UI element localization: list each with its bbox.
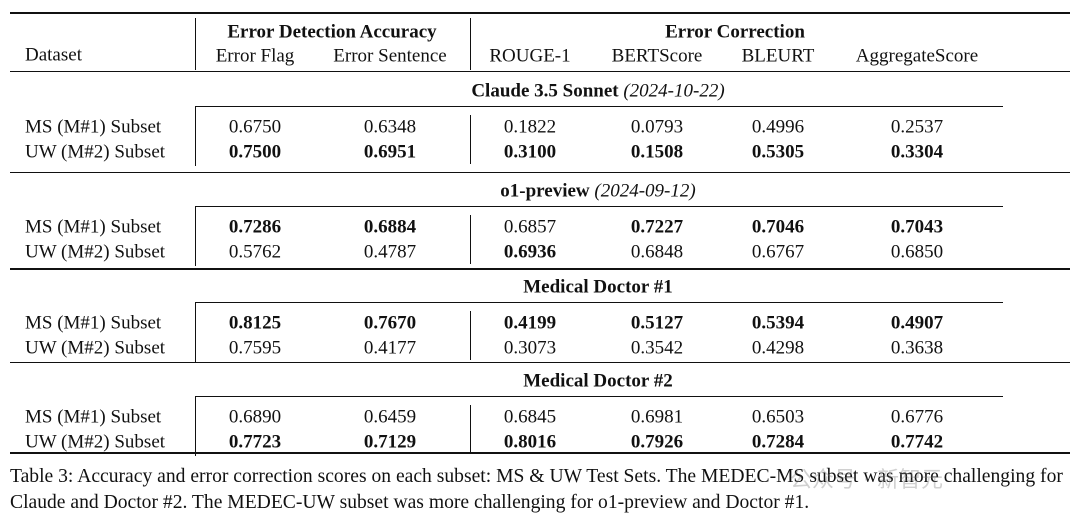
cell: 0.7043 xyxy=(890,216,944,238)
cell: 0.6850 xyxy=(890,241,944,263)
rule xyxy=(195,302,1003,303)
column-divider xyxy=(470,215,471,264)
row-label: UW (M#2) Subset xyxy=(25,431,166,453)
cell: 0.7227 xyxy=(630,216,684,238)
cell: 0.7595 xyxy=(228,337,282,359)
header-group: Error Correction xyxy=(665,21,805,43)
section-title: o1-preview (2024-09-12) xyxy=(500,182,695,201)
watermark: 公众号 · 新智元 xyxy=(790,468,943,493)
header-cell: ROUGE-1 xyxy=(489,45,571,67)
header-cell: Dataset xyxy=(25,44,82,66)
cell: 0.1822 xyxy=(503,116,557,138)
cell: 0.6503 xyxy=(751,406,805,428)
column-divider xyxy=(195,396,196,456)
cell: 0.3638 xyxy=(890,337,944,359)
cell: 0.6776 xyxy=(890,406,944,428)
row-label: UW (M#2) Subset xyxy=(25,337,166,359)
cell: 0.6951 xyxy=(363,141,417,163)
cell: 0.7129 xyxy=(363,431,417,453)
row-label: UW (M#2) Subset xyxy=(25,241,166,263)
cell: 0.8016 xyxy=(503,431,557,453)
column-divider xyxy=(470,115,471,164)
cell: 0.4996 xyxy=(751,116,805,138)
cell: 0.6767 xyxy=(751,241,805,263)
model-name: o1-preview xyxy=(500,180,590,202)
cell: 0.6845 xyxy=(503,406,557,428)
cell: 0.7286 xyxy=(228,216,282,238)
cell: 0.0793 xyxy=(630,116,684,138)
cell: 0.5762 xyxy=(228,241,282,263)
cell: 0.7742 xyxy=(890,431,944,453)
cell: 0.4907 xyxy=(890,312,944,334)
row-label: UW (M#2) Subset xyxy=(25,141,166,163)
cell: 0.3073 xyxy=(503,337,557,359)
cell: 0.6981 xyxy=(630,406,684,428)
row-label: MS (M#1) Subset xyxy=(25,116,162,138)
cell: 0.6890 xyxy=(228,406,282,428)
cell: 0.4298 xyxy=(751,337,805,359)
column-divider xyxy=(195,18,196,70)
cell: 0.2537 xyxy=(890,116,944,138)
row-label: MS (M#1) Subset xyxy=(25,312,162,334)
rule xyxy=(10,268,1070,270)
header-cell: Error Sentence xyxy=(333,45,447,67)
rule xyxy=(10,71,1070,72)
column-divider xyxy=(195,106,196,166)
cell: 0.7926 xyxy=(630,431,684,453)
cell: 0.7046 xyxy=(751,216,805,238)
cell: 0.3304 xyxy=(890,141,944,163)
rule xyxy=(10,362,1070,363)
column-divider xyxy=(195,206,196,266)
cell: 0.8125 xyxy=(228,312,282,334)
cell: 0.4199 xyxy=(503,312,557,334)
column-divider xyxy=(470,311,471,360)
model-name: Claude 3.5 Sonnet xyxy=(471,80,619,102)
row-label: MS (M#1) Subset xyxy=(25,216,162,238)
model-name: Medical Doctor #1 xyxy=(523,276,673,298)
section-title: Claude 3.5 Sonnet (2024-10-22) xyxy=(471,82,724,101)
cell: 0.7500 xyxy=(228,141,282,163)
model-date: (2024-09-12) xyxy=(594,180,696,202)
cell: 0.7284 xyxy=(751,431,805,453)
header-group: Error Detection Accuracy xyxy=(227,21,437,43)
cell: 0.6848 xyxy=(630,241,684,263)
cell: 0.5305 xyxy=(751,141,805,163)
rule xyxy=(195,206,1003,207)
column-divider xyxy=(470,405,471,454)
cell: 0.6348 xyxy=(363,116,417,138)
rule xyxy=(10,452,1070,454)
column-divider xyxy=(195,302,196,362)
section-title: Medical Doctor #1 xyxy=(523,278,673,297)
cell: 0.5394 xyxy=(751,312,805,334)
cell: 0.5127 xyxy=(630,312,684,334)
cell: 0.6884 xyxy=(363,216,417,238)
cell: 0.3542 xyxy=(630,337,684,359)
cell: 0.6459 xyxy=(363,406,417,428)
model-date: (2024-10-22) xyxy=(623,80,725,102)
cell: 0.6936 xyxy=(503,241,557,263)
header-cell: Error Flag xyxy=(215,45,295,67)
model-name: Medical Doctor #2 xyxy=(523,370,673,392)
header-cell: BLEURT xyxy=(741,45,815,67)
header-cell: BERTScore xyxy=(611,45,703,67)
row-label: MS (M#1) Subset xyxy=(25,406,162,428)
column-divider xyxy=(470,18,471,70)
cell: 0.7723 xyxy=(228,431,282,453)
rule xyxy=(10,12,1070,14)
cell: 0.3100 xyxy=(503,141,557,163)
cell: 0.1508 xyxy=(630,141,684,163)
cell: 0.7670 xyxy=(363,312,417,334)
section-title: Medical Doctor #2 xyxy=(523,372,673,391)
caption: Table 3: Accuracy and error correction s… xyxy=(10,466,1063,513)
cell: 0.4787 xyxy=(363,241,417,263)
header-cell: AggregateScore xyxy=(855,45,979,67)
rule xyxy=(195,106,1003,107)
cell: 0.4177 xyxy=(363,337,417,359)
rule xyxy=(10,172,1070,173)
cell: 0.6857 xyxy=(503,216,557,238)
rule xyxy=(195,396,1003,397)
cell: 0.6750 xyxy=(228,116,282,138)
